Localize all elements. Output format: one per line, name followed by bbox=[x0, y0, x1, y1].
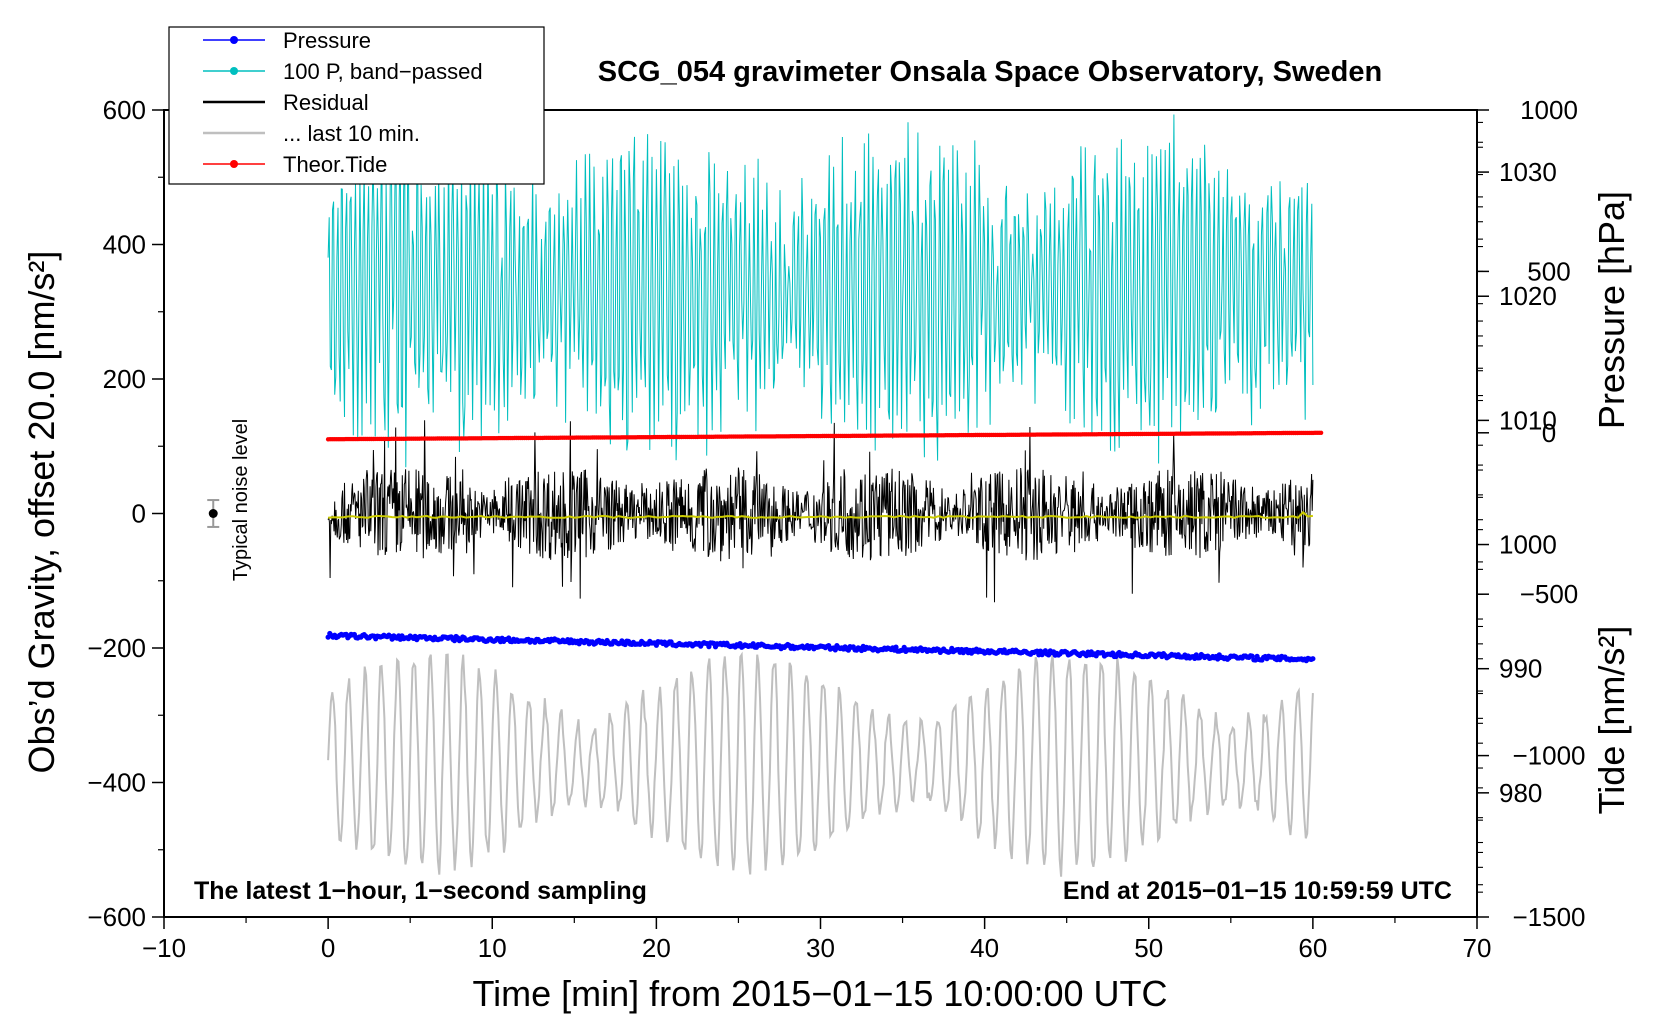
x-tick-label: 30 bbox=[806, 933, 835, 963]
bandpassed-pressure-line bbox=[327, 114, 1314, 468]
y-tick-label: 0 bbox=[132, 499, 146, 529]
x-tick-label: 20 bbox=[642, 933, 671, 963]
x-axis-title: Time [min] from 2015−01−15 10:00:00 UTC bbox=[472, 973, 1167, 1014]
x-tick-label: 60 bbox=[1298, 933, 1327, 963]
tide-tick-label: −1500 bbox=[1512, 902, 1585, 932]
legend: Pressure 100 P, band−passed Residual ... la… bbox=[168, 26, 545, 185]
pressure-tick-label: 1020 bbox=[1499, 281, 1557, 311]
legend-marker bbox=[230, 36, 238, 44]
pressure-tick-label: 1030 bbox=[1499, 157, 1557, 187]
last-10-min-line bbox=[327, 651, 1314, 877]
noise-indicator: Typical noise level bbox=[207, 419, 252, 581]
x-tick-label: 0 bbox=[321, 933, 335, 963]
y-tick-label: −600 bbox=[87, 902, 146, 932]
residual-line bbox=[327, 420, 1314, 603]
series-layer bbox=[325, 114, 1324, 877]
residual-mean-line bbox=[327, 510, 1314, 519]
legend-label: ... last 10 min. bbox=[283, 121, 420, 146]
legend-box bbox=[168, 26, 545, 185]
y-axis-title: Obs’d Gravity, offset 20.0 [nm/s²] bbox=[21, 251, 62, 774]
y-tick-label: −400 bbox=[87, 768, 146, 798]
end-time-note: End at 2015−01−15 10:59:59 UTC bbox=[1063, 877, 1452, 905]
y-tick-label: −200 bbox=[87, 633, 146, 663]
x-tick-label: 70 bbox=[1463, 933, 1492, 963]
legend-label: Theor.Tide bbox=[283, 152, 387, 177]
axes-layer: −10 0 10 20 30 40 50 60 70−600−400−2000200400600… bbox=[87, 95, 1585, 963]
chart-title: SCG_054 gravimeter Onsala Space Observat… bbox=[598, 56, 1382, 88]
legend-marker bbox=[230, 160, 238, 168]
y-tick-label: 200 bbox=[103, 364, 146, 394]
tide-tick-label: 1000 bbox=[1520, 95, 1578, 125]
noise-label: Typical noise level bbox=[230, 419, 252, 581]
x-tick-label: 10 bbox=[478, 933, 507, 963]
pressure-series bbox=[325, 630, 1316, 664]
pressure-tick-label: 990 bbox=[1499, 654, 1542, 684]
tide-tick-label: 0 bbox=[1542, 418, 1556, 448]
x-tick-label: 40 bbox=[970, 933, 999, 963]
legend-label: 100 P, band−passed bbox=[283, 59, 483, 84]
pressure-axis-title: Pressure [hPa] bbox=[1591, 191, 1632, 429]
legend-label: Pressure bbox=[283, 28, 371, 53]
tide-series bbox=[325, 430, 1324, 442]
legend-marker bbox=[230, 67, 238, 75]
sampling-note: The latest 1−hour, 1−second sampling bbox=[194, 877, 647, 905]
pressure-tick-label: 1000 bbox=[1499, 530, 1557, 560]
tide-tick-label: −1000 bbox=[1512, 741, 1585, 771]
x-tick-label: −10 bbox=[142, 933, 186, 963]
y-tick-label: 600 bbox=[103, 95, 146, 125]
pressure-tick-label: 980 bbox=[1499, 778, 1542, 808]
tide-axis-title: Tide [nm/s²] bbox=[1591, 626, 1632, 815]
tide-tick-label: 500 bbox=[1527, 256, 1570, 286]
tide-point bbox=[1318, 430, 1324, 435]
x-tick-label: 50 bbox=[1134, 933, 1163, 963]
pressure-point bbox=[893, 644, 899, 650]
noise-point bbox=[208, 509, 218, 518]
tide-tick-label: −500 bbox=[1520, 579, 1579, 609]
y-tick-label: 400 bbox=[103, 230, 146, 260]
legend-label: Residual bbox=[283, 90, 369, 115]
pressure-point bbox=[1310, 656, 1316, 662]
pressure-tick-label: 1010 bbox=[1499, 405, 1557, 435]
